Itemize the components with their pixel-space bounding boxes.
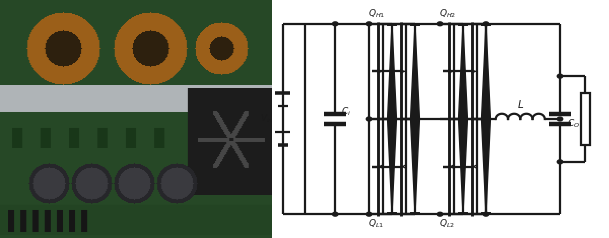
Circle shape [557,74,563,78]
Polygon shape [482,120,490,213]
Circle shape [437,22,443,26]
Text: $Q_{H2}$: $Q_{H2}$ [439,8,457,20]
Polygon shape [410,120,420,213]
Bar [580,93,590,145]
Polygon shape [459,120,467,213]
Text: $Q_{L1}$: $Q_{L1}$ [368,218,384,230]
Polygon shape [459,25,467,118]
Text: $Q_{H1}$: $Q_{H1}$ [368,8,385,20]
Text: $C_O$: $C_O$ [568,118,580,130]
Circle shape [367,22,371,26]
Circle shape [484,212,488,216]
Circle shape [437,212,443,216]
Text: $V_{in}$: $V_{in}$ [260,113,273,125]
Text: $C_i$: $C_i$ [341,106,351,118]
Text: $L$: $L$ [516,98,524,110]
Polygon shape [387,120,396,213]
Polygon shape [387,25,396,118]
Circle shape [367,117,371,121]
Circle shape [367,212,371,216]
Polygon shape [482,25,490,118]
Circle shape [412,117,418,121]
Circle shape [484,117,488,121]
Text: $Q_{L2}$: $Q_{L2}$ [439,218,456,230]
Circle shape [333,22,338,26]
Circle shape [333,212,338,216]
Polygon shape [410,25,420,118]
Circle shape [557,160,563,164]
Circle shape [557,117,563,121]
Circle shape [484,22,488,26]
